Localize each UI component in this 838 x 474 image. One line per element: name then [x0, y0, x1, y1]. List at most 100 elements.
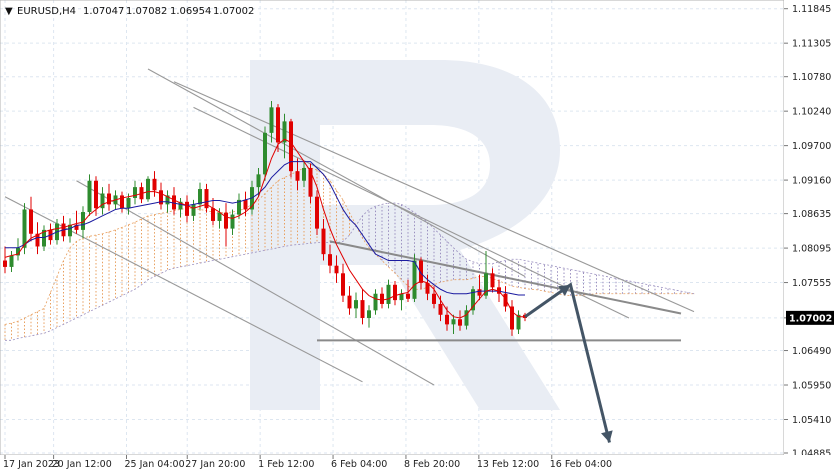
current-price-badge: 1.07002: [786, 310, 834, 325]
candle-body: [126, 197, 131, 209]
time-tick-label: 1 Feb 12:00: [258, 459, 314, 470]
upper-channel-line: [147, 68, 526, 277]
candle-body: [211, 208, 215, 221]
time-tick-label: 6 Feb 04:00: [331, 459, 387, 470]
candle-body: [133, 187, 137, 198]
candle-body: [3, 260, 7, 267]
candle-body: [74, 224, 79, 230]
price-axis[interactable]: 1.11845 1.11305 1.10780 1.10240 1.09700 1.091…: [784, 0, 838, 474]
candle-body: [399, 293, 404, 301]
candle-body: [42, 229, 46, 247]
candle-body: [393, 284, 397, 301]
candle-body: [237, 199, 241, 215]
candle-body: [464, 310, 469, 326]
candle-body: [477, 289, 482, 296]
candle-body: [81, 212, 85, 230]
candle-body: [341, 273, 345, 296]
price-tick-label: 1.11845: [792, 4, 831, 15]
candle-body: [458, 319, 462, 326]
candle-body: [68, 224, 72, 237]
candle-body: [321, 228, 326, 255]
candle-body: [9, 255, 14, 267]
candle-body: [367, 310, 371, 318]
candle-body: [29, 209, 33, 234]
candle-body: [334, 265, 339, 274]
price-axis-bg: [784, 0, 838, 474]
price-tick-label: 1.07555: [792, 278, 831, 289]
kijun-sen-line: [5, 161, 525, 296]
ohlc-close: 1.07002: [213, 6, 254, 17]
tenkan-sen-line: [4, 138, 525, 319]
candle-body: [204, 189, 209, 209]
candle-body: [16, 247, 20, 256]
candle-body: [256, 174, 261, 188]
candle-body: [191, 204, 196, 216]
candle-body: [120, 195, 124, 209]
time-axis-bg: [0, 455, 838, 474]
price-tick-label: 1.11305: [792, 39, 831, 50]
symbol-label: EURUSD,H4: [17, 6, 76, 17]
candle-body: [451, 319, 456, 325]
symbol-header: ▼ EURUSD,H4 1.07047 1.07082 1.06954 1.07…: [5, 6, 254, 17]
candle-body: [380, 293, 384, 304]
time-tick-label: 25 Jan 04:00: [125, 459, 185, 470]
candle-body: [198, 189, 202, 205]
candle-body: [185, 201, 189, 216]
watermark-shape: [250, 60, 560, 410]
time-tick-label: 20 Jan 12:00: [52, 459, 112, 470]
candle-body: [373, 293, 378, 311]
price-tick-label: 1.10780: [792, 72, 831, 83]
current-price-label: 1.07002: [789, 313, 832, 324]
candle-body: [172, 195, 176, 210]
candle-body: [263, 132, 267, 175]
candle-body: [425, 282, 430, 294]
candle-body: [152, 178, 157, 191]
forecast-arrows: [524, 282, 613, 443]
candle-body: [94, 180, 98, 209]
candle-body: [282, 121, 287, 143]
senkou-span-a: [4, 167, 694, 325]
arrow-head-down: [601, 430, 613, 443]
ohlc-high: 1.07082: [126, 6, 167, 17]
candle-body: [328, 254, 332, 266]
candle-body: [386, 284, 391, 304]
candle-body: [295, 171, 300, 181]
time-tick-label: 27 Jan 20:00: [185, 459, 245, 470]
price-tick-label: 1.10240: [792, 107, 831, 118]
price-tick-label: 1.08635: [792, 209, 831, 220]
price-tick-label: 1.09700: [792, 141, 831, 152]
candle-body: [419, 260, 423, 283]
ohlc-low: 1.06954: [170, 6, 211, 17]
time-tick-label: 17 Jan 2023: [3, 459, 60, 470]
candle-body: [100, 193, 105, 209]
price-tick-label: 1.05410: [792, 415, 831, 426]
upper-parallel-line: [173, 81, 695, 313]
time-tick-label: 13 Feb 12:00: [477, 459, 539, 470]
candle-body: [510, 306, 514, 330]
time-tick-label: 8 Feb 20:00: [404, 459, 460, 470]
price-tick-label: 1.05950: [792, 381, 831, 392]
candle-body: [516, 314, 521, 330]
candle-body: [503, 293, 508, 307]
candle-body: [471, 289, 475, 311]
candle-body: [406, 293, 410, 299]
candle-body: [360, 300, 365, 318]
candle-body: [276, 107, 280, 143]
price-tick-label: 1.09160: [792, 176, 831, 187]
candle-body: [146, 178, 150, 200]
candle-body: [484, 273, 488, 296]
candle-body: [412, 260, 417, 299]
candle-body: [217, 212, 222, 221]
candle-body: [224, 212, 228, 229]
candle-body: [230, 214, 235, 229]
candle-body: [178, 201, 183, 210]
candle-body: [315, 196, 319, 229]
descending-line-1: [76, 180, 435, 386]
candle-body: [35, 233, 40, 247]
candle-body: [347, 295, 352, 309]
candle-body: [490, 273, 495, 288]
candle-body: [445, 314, 449, 325]
candle-body: [497, 287, 501, 294]
